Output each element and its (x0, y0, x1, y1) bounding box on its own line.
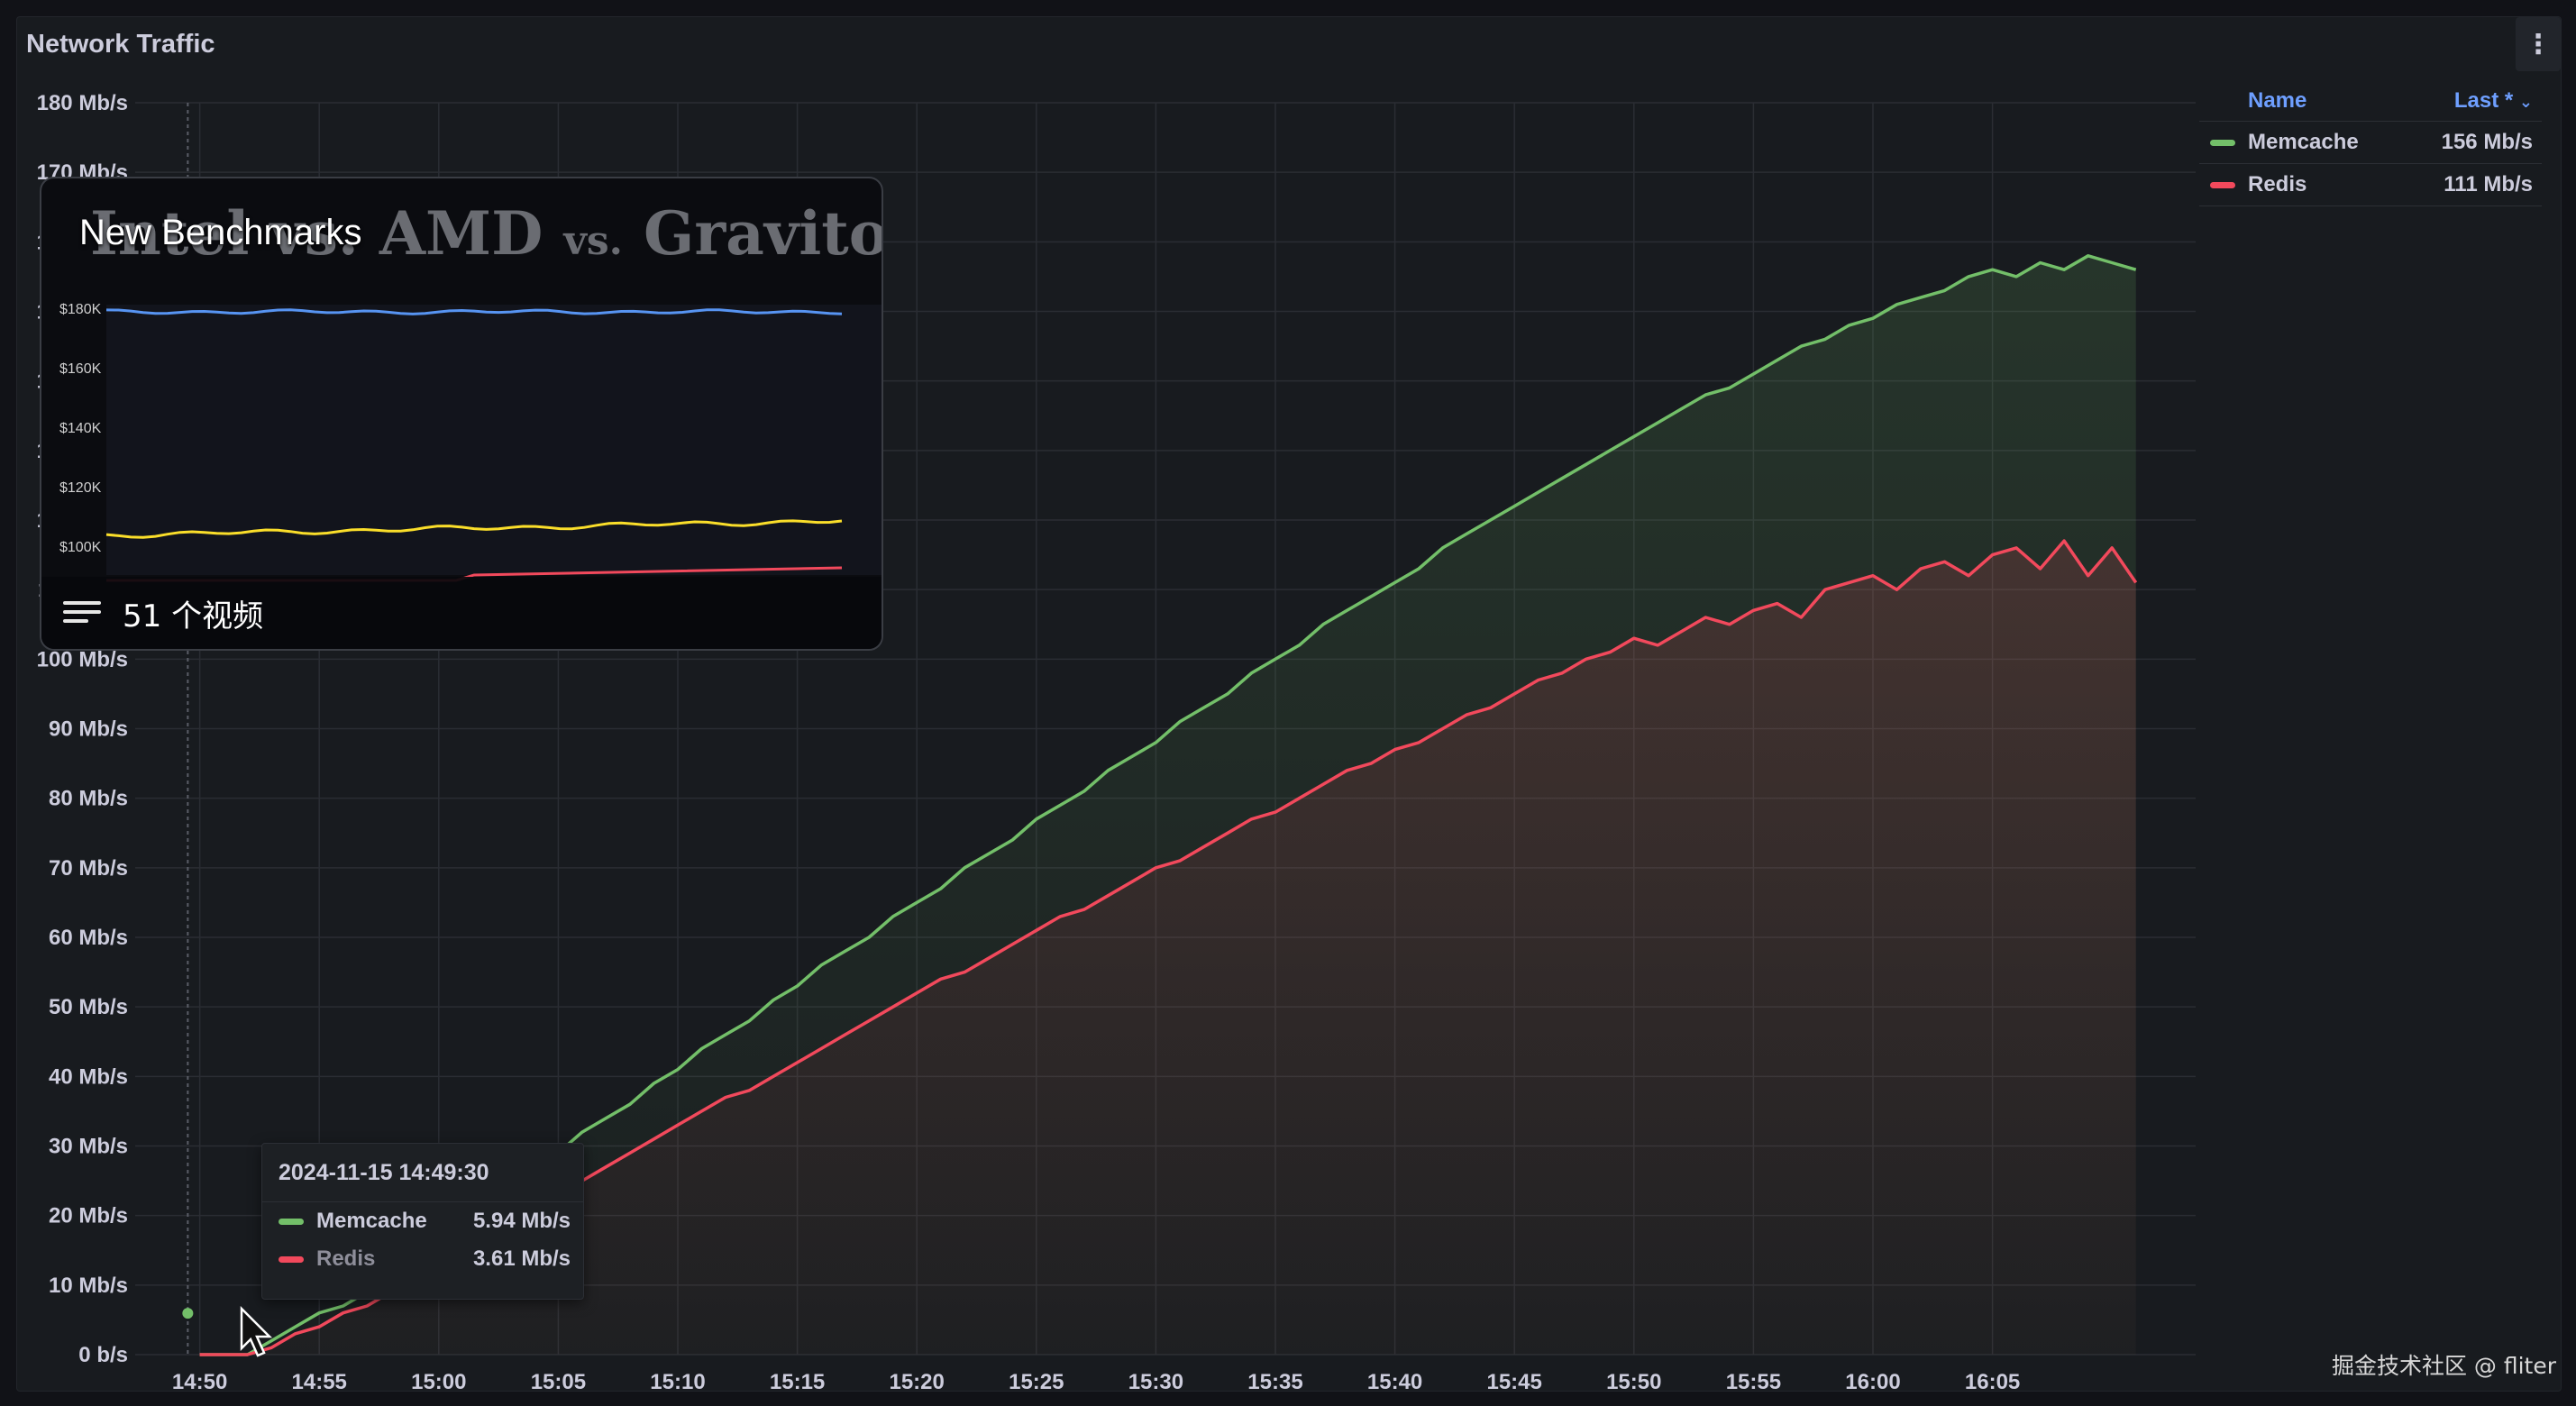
legend-item-value: 156 Mb/s (2441, 130, 2533, 154)
mouse-cursor-icon (240, 1305, 273, 1357)
x-tick-label: 15:15 (770, 1370, 825, 1394)
legend-item-value: 111 Mb/s (2444, 172, 2533, 196)
x-tick-label: 15:50 (1606, 1370, 1661, 1394)
x-tick-label: 15:30 (1128, 1370, 1183, 1394)
y-tick-label: 180 Mb/s (37, 91, 128, 115)
tooltip-series-name: Memcache (316, 1209, 427, 1233)
thumbnail-tick-label: $100K (59, 540, 102, 555)
y-tick-label: 0 b/s (78, 1343, 128, 1367)
y-tick-label: 10 Mb/s (49, 1274, 128, 1298)
x-tick-label: 15:25 (1009, 1370, 1064, 1394)
x-tick-label: 15:20 (889, 1370, 944, 1394)
playlist-icon (63, 599, 101, 626)
legend-table: Name Last * ⌄ Memcache 156 Mb/s Redis 11… (2199, 81, 2542, 206)
series-swatch (279, 1218, 304, 1225)
tooltip-time: 2024-11-15 14:49:30 (262, 1144, 583, 1202)
hover-point (182, 1308, 194, 1319)
legend-item-name: Memcache (2248, 130, 2359, 154)
thumbnail-series-line (105, 519, 843, 539)
legend-item-memcache[interactable]: Memcache 156 Mb/s (2199, 122, 2542, 164)
kebab-menu-icon[interactable]: ⋮ (2516, 17, 2561, 71)
y-tick-label: 70 Mb/s (49, 856, 128, 881)
video-thumbnail-title: Intel vs. AMD vs. Graviton (90, 198, 882, 269)
x-tick-label: 15:10 (650, 1370, 705, 1394)
tooltip-series-value: 3.61 Mb/s (472, 1246, 571, 1271)
x-tick-label: 15:05 (531, 1370, 586, 1394)
y-tick-label: 60 Mb/s (49, 926, 128, 950)
thumbnail-tick-label: $180K (59, 302, 102, 317)
series-area-redis (199, 541, 2136, 1355)
series-swatch (2210, 139, 2235, 146)
legend-header: Name Last * ⌄ (2199, 81, 2542, 122)
thumbnail-tick-label: $160K (59, 361, 102, 377)
tooltip-row-redis: Redis 3.61 Mb/s (262, 1240, 583, 1278)
x-tick-label: 15:35 (1247, 1370, 1302, 1394)
thumbnail-tick-label: $120K (59, 480, 102, 496)
chart-tooltip: 2024-11-15 14:49:30 Memcache 5.94 Mb/s R… (261, 1143, 584, 1300)
y-tick-label: 80 Mb/s (49, 787, 128, 811)
video-count: 51 个视频 (123, 598, 264, 635)
y-tick-label: 40 Mb/s (49, 1064, 128, 1089)
y-tick-label: 30 Mb/s (49, 1135, 128, 1159)
y-tick-label: 50 Mb/s (49, 995, 128, 1019)
legend-header-name[interactable]: Name (2248, 88, 2307, 113)
tooltip-row-memcache: Memcache 5.94 Mb/s (262, 1202, 583, 1240)
watermark: 掘金技术社区 @ fliter (2331, 1353, 2556, 1379)
x-tick-label: 14:55 (292, 1370, 347, 1394)
x-tick-label: 15:45 (1486, 1370, 1541, 1394)
legend-header-last[interactable]: Last * ⌄ (2453, 88, 2533, 113)
video-title: New Benchmarks (79, 213, 362, 252)
panel-title: Network Traffic (26, 30, 215, 59)
x-tick-label: 14:50 (172, 1370, 227, 1394)
video-footer: 51 个视频 (41, 577, 882, 649)
y-tick-label: 20 Mb/s (49, 1204, 128, 1228)
legend-item-redis[interactable]: Redis 111 Mb/s (2199, 164, 2542, 206)
thumbnail-series-line (105, 308, 843, 315)
tooltip-series-name: Redis (316, 1246, 376, 1271)
video-thumbnail-chart: $180K $160K $140K $120K $100K (59, 302, 882, 582)
thumbnail-tick-label: $140K (59, 421, 102, 436)
x-tick-label: 16:00 (1845, 1370, 1900, 1394)
tooltip-series-value: 5.94 Mb/s (472, 1209, 571, 1233)
legend-item-name: Redis (2248, 172, 2307, 196)
series-swatch (2210, 181, 2235, 188)
x-tick-label: 15:55 (1726, 1370, 1781, 1394)
chevron-down-icon: ⌄ (2518, 93, 2533, 111)
y-tick-label: 100 Mb/s (37, 647, 128, 671)
x-tick-label: 15:00 (411, 1370, 466, 1394)
x-tick-label: 16:05 (1965, 1370, 2020, 1394)
x-tick-label: 15:40 (1367, 1370, 1422, 1394)
y-tick-label: 90 Mb/s (49, 717, 128, 742)
series-swatch (279, 1255, 304, 1263)
video-playlist-card[interactable]: Intel vs. AMD vs. Graviton $180K $160K $14… (40, 177, 883, 651)
